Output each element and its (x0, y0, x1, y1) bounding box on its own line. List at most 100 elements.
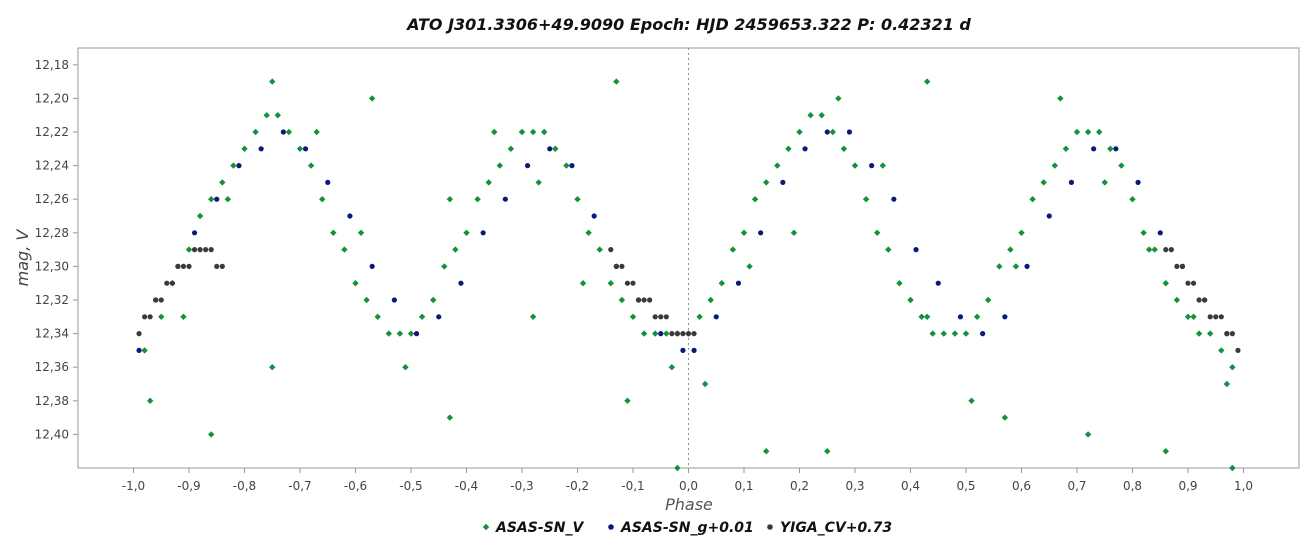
data-point (629, 313, 637, 320)
x-tick-label: 0,1 (734, 479, 753, 493)
y-tick-label: 12,26 (35, 192, 69, 206)
data-point (896, 280, 903, 287)
data-point (763, 179, 770, 186)
data-point (1202, 297, 1208, 303)
data-point (585, 229, 592, 236)
data-point (1062, 145, 1070, 152)
data-point (175, 263, 181, 269)
y-tick-label: 12,38 (35, 394, 69, 408)
data-point (280, 129, 286, 135)
x-tick-label: 0,8 (1123, 479, 1142, 493)
data-point (230, 162, 237, 169)
data-point (829, 128, 836, 136)
data-point (180, 263, 187, 269)
data-point (696, 313, 703, 320)
data-point (446, 196, 454, 203)
legend-marker (608, 524, 614, 530)
data-point (763, 448, 770, 455)
data-point (835, 95, 842, 102)
data-point (718, 280, 725, 287)
legend-label: ASAS-SN_g+0.01 (620, 520, 754, 536)
data-point (208, 431, 215, 438)
data-point (618, 296, 626, 304)
data-point (219, 263, 225, 269)
data-point (907, 296, 914, 304)
data-point (613, 263, 619, 269)
data-point (1024, 263, 1030, 269)
data-point (507, 145, 515, 152)
data-point (441, 263, 448, 270)
data-point (402, 364, 409, 371)
data-point (680, 331, 686, 337)
legend-label: YIGA_CV+0.73 (780, 520, 892, 536)
data-point (1007, 246, 1014, 253)
data-point (923, 78, 931, 85)
x-tick-label: 0,6 (1012, 479, 1031, 493)
x-tick-label: -0,7 (288, 479, 311, 493)
x-tick-label: -0,8 (233, 479, 256, 493)
data-point (208, 196, 215, 203)
data-point (613, 78, 620, 85)
data-point (680, 347, 686, 353)
data-point (529, 128, 537, 136)
data-point (630, 280, 636, 286)
data-point (1163, 247, 1169, 253)
data-point (518, 128, 526, 136)
data-point (840, 145, 848, 152)
data-point (851, 162, 859, 169)
data-point (701, 380, 709, 388)
x-tick-label: 0,7 (1067, 479, 1086, 493)
data-point (1157, 230, 1163, 236)
x-tick-label: -0,5 (399, 479, 422, 493)
data-point (1029, 196, 1036, 203)
data-point (1190, 313, 1197, 320)
data-point (691, 347, 697, 353)
data-point (1162, 448, 1169, 455)
data-point (647, 297, 653, 303)
data-point (1001, 414, 1009, 421)
data-point (196, 212, 204, 220)
data-point (1012, 263, 1020, 270)
data-point (1224, 331, 1230, 337)
data-point (874, 229, 881, 236)
data-point (596, 246, 603, 253)
data-point (957, 314, 964, 320)
x-tick-label: 0,0 (679, 479, 698, 493)
data-point (1184, 313, 1192, 320)
data-point (640, 330, 648, 337)
y-tick-label: 12,28 (35, 226, 69, 240)
data-point (1213, 314, 1219, 320)
data-point (751, 196, 759, 203)
data-point (980, 331, 986, 337)
data-point (885, 246, 892, 253)
x-tick-label: 1,0 (1234, 479, 1253, 493)
data-point (552, 145, 559, 152)
data-point (341, 246, 348, 253)
data-point (652, 314, 658, 320)
data-point (624, 397, 631, 404)
data-point (579, 280, 587, 287)
data-point (407, 330, 415, 337)
data-point (940, 330, 947, 337)
data-point (396, 330, 404, 337)
data-point (319, 196, 326, 203)
data-point (164, 280, 170, 286)
data-point (330, 229, 337, 236)
data-point (824, 448, 831, 455)
data-point (635, 297, 642, 303)
data-point (1084, 431, 1092, 438)
data-point (1057, 95, 1064, 102)
data-point (263, 112, 270, 119)
data-point (663, 314, 669, 320)
data-point (241, 145, 248, 152)
data-point (1113, 146, 1119, 152)
data-point (1151, 246, 1158, 253)
data-point (996, 263, 1003, 270)
data-point (1107, 145, 1114, 152)
data-point (1162, 280, 1169, 287)
data-point (524, 163, 531, 169)
data-point (352, 280, 359, 287)
data-point (374, 313, 381, 320)
x-tick-label: -1,0 (122, 479, 145, 493)
